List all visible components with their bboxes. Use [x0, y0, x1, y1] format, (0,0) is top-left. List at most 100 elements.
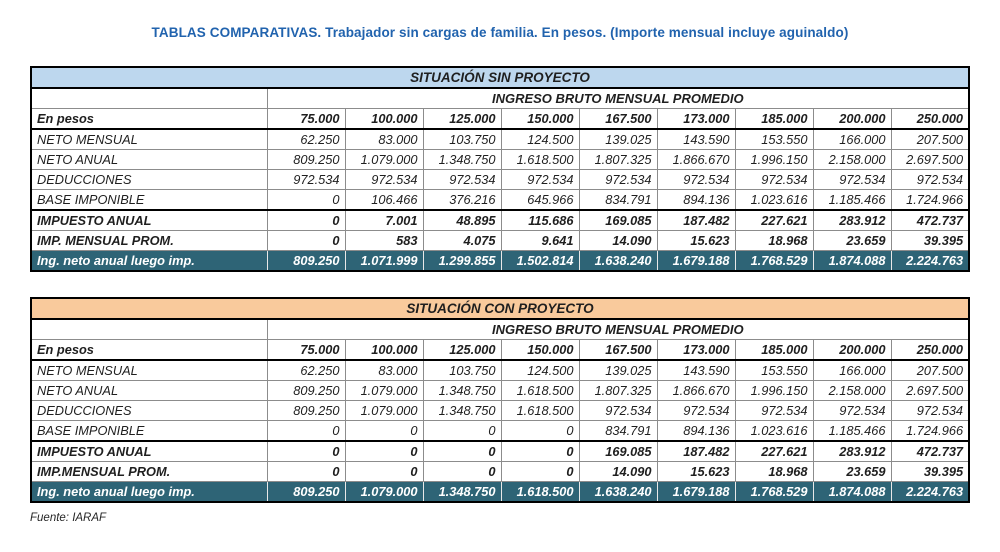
cell: 1.768.529: [734, 250, 814, 272]
column-header: 125.000: [422, 339, 502, 361]
cell: 1.348.750: [422, 149, 502, 170]
cell: 834.791: [578, 420, 658, 442]
cell: 139.025: [578, 359, 658, 381]
row-label: NETO ANUAL: [30, 380, 268, 401]
data-table-sin-proyecto: SITUACIÓN SIN PROYECTO INGRESO BRUTO MENS…: [29, 66, 971, 272]
cell: 1.866.670: [656, 380, 736, 401]
row-label: NETO ANUAL: [30, 149, 268, 170]
cell: 1.348.750: [422, 481, 502, 503]
cell: 1.874.088: [812, 250, 892, 272]
cell: 583: [344, 230, 424, 251]
cell: 15.623: [656, 230, 736, 251]
cell: 207.500: [890, 128, 970, 150]
cell: 972.534: [578, 400, 658, 421]
cell: 103.750: [422, 359, 502, 381]
cell: 83.000: [344, 128, 424, 150]
cell: 809.250: [266, 380, 346, 401]
cell: 0: [422, 440, 502, 462]
column-header: 173.000: [656, 339, 736, 361]
cell: 207.500: [890, 359, 970, 381]
table-row: NETO ANUAL 809.250 1.079.000 1.348.750 1.618…: [30, 149, 970, 170]
row-label: IMP. MENSUAL PROM.: [30, 230, 268, 251]
table-subheader: INGRESO BRUTO MENSUAL PROMEDIO: [266, 87, 970, 109]
cell: 283.912: [812, 440, 892, 462]
cell: 1.071.999: [344, 250, 424, 272]
cell: 169.085: [578, 440, 658, 462]
cell: 1.185.466: [812, 189, 892, 211]
cell: 972.534: [578, 169, 658, 190]
row-label: Ing. neto anual luego imp.: [30, 250, 268, 272]
column-header-en-pesos: En pesos: [30, 108, 268, 130]
cell: 227.621: [734, 209, 814, 231]
cell: 1.023.616: [734, 420, 814, 442]
cell: 1.618.500: [500, 481, 580, 503]
cell: 106.466: [344, 189, 424, 211]
column-header: 250.000: [890, 108, 970, 130]
cell: 1.348.750: [422, 380, 502, 401]
cell: 62.250: [266, 128, 346, 150]
cell: 645.966: [500, 189, 580, 211]
cell: 1.618.500: [500, 400, 580, 421]
cell: 7.001: [344, 209, 424, 231]
column-header: 173.000: [656, 108, 736, 130]
cell: 894.136: [656, 420, 736, 442]
cell: 1.807.325: [578, 380, 658, 401]
table-situacion-sin-proyecto: SITUACIÓN SIN PROYECTO INGRESO BRUTO MENS…: [29, 66, 971, 272]
row-label: IMP.MENSUAL PROM.: [30, 461, 268, 482]
cell: 1.185.466: [812, 420, 892, 442]
cell: 62.250: [266, 359, 346, 381]
cell: 1.768.529: [734, 481, 814, 503]
table-row: NETO MENSUAL 62.250 83.000 103.750 124.500 13…: [30, 128, 970, 150]
cell: 972.534: [890, 169, 970, 190]
cell: 972.534: [656, 400, 736, 421]
cell: 809.250: [266, 481, 346, 503]
table-row: DEDUCCIONES 809.250 1.079.000 1.348.750 1.61…: [30, 400, 970, 421]
row-label: BASE IMPONIBLE: [30, 189, 268, 211]
cell: 2.697.500: [890, 380, 970, 401]
table-row: DEDUCCIONES 972.534 972.534 972.534 972.534 9…: [30, 169, 970, 190]
column-header: 167.500: [578, 339, 658, 361]
cell: 972.534: [656, 169, 736, 190]
cell: 0: [344, 420, 424, 442]
cell: 124.500: [500, 359, 580, 381]
row-label: Ing. neto anual luego imp.: [30, 481, 268, 503]
cell: 0: [500, 461, 580, 482]
cell: 166.000: [812, 128, 892, 150]
cell: 1.348.750: [422, 400, 502, 421]
row-label: DEDUCCIONES: [30, 169, 268, 190]
column-header: 75.000: [266, 108, 346, 130]
cell: 1.618.500: [500, 149, 580, 170]
table-band-title: SITUACIÓN CON PROYECTO: [29, 297, 971, 320]
column-header: 250.000: [890, 339, 970, 361]
cell: 1.023.616: [734, 189, 814, 211]
cell: 139.025: [578, 128, 658, 150]
row-label: BASE IMPONIBLE: [30, 420, 268, 442]
table-row: BASE IMPONIBLE 0 0 0 0 834.791 894.136 1.023.61…: [30, 420, 970, 442]
empty-corner-cell: [30, 87, 268, 109]
table-row: IMPUESTO ANUAL 0 7.001 48.895 115.686 169.085…: [30, 209, 970, 231]
cell: 472.737: [890, 440, 970, 462]
cell: 972.534: [266, 169, 346, 190]
cell: 48.895: [422, 209, 502, 231]
cell: 1.079.000: [344, 380, 424, 401]
cell: 0: [500, 440, 580, 462]
cell: 1.679.188: [656, 481, 736, 503]
table-band-title: SITUACIÓN SIN PROYECTO: [29, 66, 971, 89]
column-header: 200.000: [812, 339, 892, 361]
cell: 834.791: [578, 189, 658, 211]
table-row: IMP.MENSUAL PROM. 0 0 0 0 14.090 15.623 18.968 2…: [30, 461, 970, 482]
column-header: 167.500: [578, 108, 658, 130]
cell: 809.250: [266, 250, 346, 272]
table-situacion-con-proyecto: SITUACIÓN CON PROYECTO INGRESO BRUTO MENS…: [29, 297, 971, 503]
cell: 0: [266, 209, 346, 231]
column-header: 100.000: [344, 339, 424, 361]
cell: 4.075: [422, 230, 502, 251]
cell: 187.482: [656, 209, 736, 231]
cell: 2.224.763: [890, 481, 970, 503]
empty-corner-cell: [30, 318, 268, 340]
cell: 809.250: [266, 149, 346, 170]
table-subheader: INGRESO BRUTO MENSUAL PROMEDIO: [266, 318, 970, 340]
cell: 166.000: [812, 359, 892, 381]
cell: 227.621: [734, 440, 814, 462]
column-header: 75.000: [266, 339, 346, 361]
